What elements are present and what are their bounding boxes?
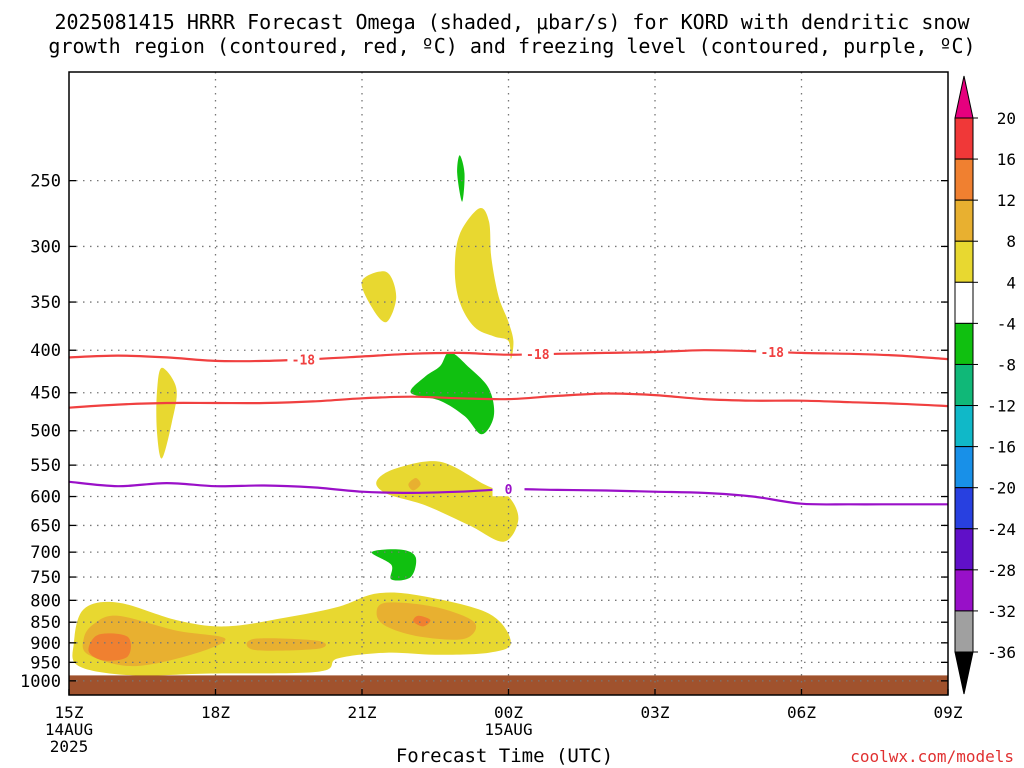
y-tick-label: 850	[30, 613, 61, 633]
y-tick-label: 650	[30, 516, 61, 536]
omega-region	[376, 461, 519, 542]
colorbar-segment	[954, 117, 974, 160]
contour-label-bg	[756, 343, 789, 359]
chart-title-line-1: 2025081415 HRRR Forecast Omega (shaded, …	[54, 10, 970, 34]
grid-lines	[69, 72, 948, 695]
omega-region	[88, 633, 131, 661]
omega-shading	[72, 155, 519, 676]
x-tick-label: 06Z	[787, 703, 816, 722]
x-tick-label: 03Z	[641, 703, 670, 722]
colorbar-segment	[954, 405, 974, 448]
colorbar-segment	[954, 528, 974, 571]
temperature-contours: -18 -18 -18 0	[68, 343, 949, 506]
colorbar-segment	[954, 281, 974, 324]
y-tick-label: 350	[30, 293, 61, 313]
contour-label-bg	[287, 351, 320, 367]
colorbar-segment	[954, 569, 974, 612]
x-tick-date: 15AUG	[484, 720, 532, 739]
colorbar-label: -24	[987, 520, 1016, 539]
colorbar-label: -12	[987, 397, 1016, 416]
colorbar-label: 16	[997, 150, 1016, 169]
colorbar-segment	[954, 322, 974, 365]
omega-region	[454, 208, 514, 360]
omega-region	[156, 367, 177, 459]
y-tick-label: 1000	[20, 672, 61, 692]
colorbar-label: -32	[987, 602, 1016, 621]
y-tick-label: 300	[30, 237, 61, 257]
y-tick-label: 800	[30, 591, 61, 611]
y-tick-label: 700	[30, 543, 61, 563]
y-tick-label: 600	[30, 488, 61, 508]
contour-label: 0	[505, 483, 513, 498]
contour-label-bg	[521, 346, 554, 362]
y-tick-label: 750	[30, 568, 61, 588]
colorbar-label: 20	[997, 109, 1016, 128]
x-tick-label: 21Z	[348, 703, 377, 722]
omega-region	[246, 638, 326, 651]
contour-label-bg	[492, 481, 525, 497]
colorbar-segment	[954, 199, 974, 242]
colorbar-segment	[954, 363, 974, 407]
colorbar-segment	[954, 158, 974, 201]
omega-region	[361, 271, 397, 323]
site-credit: coolwx.com/models	[850, 747, 1014, 766]
colorbar-label: -4	[997, 314, 1016, 333]
y-tick-label: 500	[30, 422, 61, 442]
colorbar: 20 16 12 8 4 -4 -8 -12 -16 -20 -24 -28 -32 -36	[954, 75, 1016, 695]
omega-region	[410, 351, 495, 435]
colorbar-label: -28	[987, 561, 1016, 580]
colorbar-label: 12	[997, 191, 1016, 210]
colorbar-label: -8	[997, 355, 1016, 374]
contour-label: -18	[292, 353, 316, 368]
y-tick-label: 400	[30, 341, 61, 361]
x-tick-date: 14AUG	[45, 720, 93, 739]
chart-title-line-2: growth region (contoured, red, ºC) and f…	[48, 34, 976, 58]
y-axis-ticks: 2503003504004505005506006507007508008509…	[20, 172, 948, 692]
colorbar-segment	[954, 446, 974, 489]
x-tick-year: 2025	[50, 737, 89, 756]
colorbar-segment	[954, 487, 974, 530]
omega-region	[413, 615, 431, 627]
contour-label: -18	[526, 348, 550, 363]
x-tick-label: 18Z	[201, 703, 230, 722]
y-tick-label: 900	[30, 634, 61, 654]
omega-region	[371, 549, 417, 581]
colorbar-label: 4	[1006, 273, 1016, 292]
contour-line	[68, 392, 949, 409]
contour-line	[68, 349, 949, 363]
colorbar-label: -16	[987, 438, 1016, 457]
colorbar-bottom-arrow	[954, 651, 974, 695]
plot-frame	[68, 71, 949, 696]
omega-region	[457, 155, 465, 202]
y-tick-label: 250	[30, 172, 61, 192]
colorbar-label: 8	[1006, 232, 1016, 251]
colorbar-label: -20	[987, 479, 1016, 498]
colorbar-segment	[954, 240, 974, 283]
y-tick-label: 550	[30, 456, 61, 476]
x-axis-title: Forecast Time (UTC)	[396, 745, 613, 767]
colorbar-top-arrow	[954, 75, 974, 119]
y-tick-label: 450	[30, 384, 61, 404]
contour-label: -18	[760, 346, 784, 361]
x-tick-label: 15Z	[55, 703, 84, 722]
x-tick-label: 00Z	[494, 703, 523, 722]
colorbar-segment	[954, 610, 974, 653]
y-tick-label: 950	[30, 653, 61, 673]
colorbar-label: -36	[987, 643, 1016, 662]
omega-region	[408, 478, 421, 491]
x-tick-label: 09Z	[934, 703, 963, 722]
